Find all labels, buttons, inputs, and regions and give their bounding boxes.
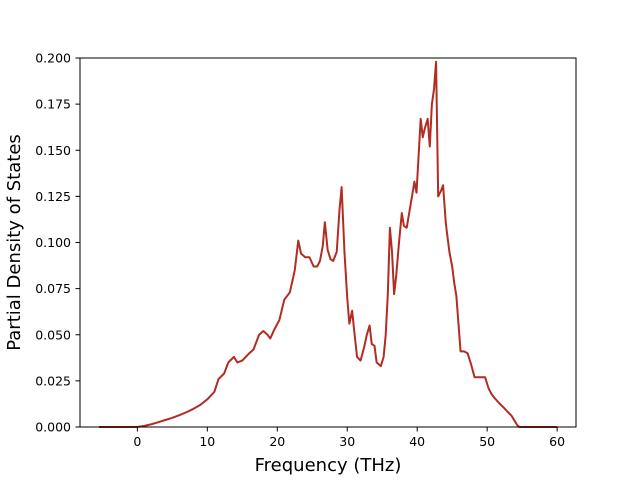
y-tick-label: 0.200 xyxy=(35,51,71,66)
series-layer xyxy=(98,60,558,428)
x-tick-label: 0 xyxy=(133,434,141,449)
x-axis-label: Frequency (THz) xyxy=(255,455,402,476)
x-tick-label: 40 xyxy=(409,434,425,449)
x-tick-label: 10 xyxy=(199,434,215,449)
x-tick-label: 20 xyxy=(269,434,285,449)
y-axis-ticks: 0.000 0.025 0.050 0.075 0.100 0.125 0.150 0.175… xyxy=(35,51,80,435)
x-tick-label: 30 xyxy=(339,434,355,449)
y-tick-label: 0.100 xyxy=(35,235,71,250)
y-tick-label: 0.175 xyxy=(35,97,71,112)
pdos-series-line-0 xyxy=(98,60,558,428)
y-tick-label: 0.150 xyxy=(35,143,71,158)
x-tick-label: 50 xyxy=(479,434,495,449)
x-tick-label: 60 xyxy=(549,434,565,449)
y-tick-label: 0.025 xyxy=(35,373,71,388)
y-tick-label: 0.125 xyxy=(35,189,71,204)
y-tick-label: 0.050 xyxy=(35,327,71,342)
y-tick-label: 0.000 xyxy=(35,420,71,435)
x-axis-ticks: 0 10 20 30 40 50 60 xyxy=(133,427,565,449)
y-tick-label: 0.075 xyxy=(35,281,71,296)
y-axis-label: Partial Density of States xyxy=(4,134,25,351)
